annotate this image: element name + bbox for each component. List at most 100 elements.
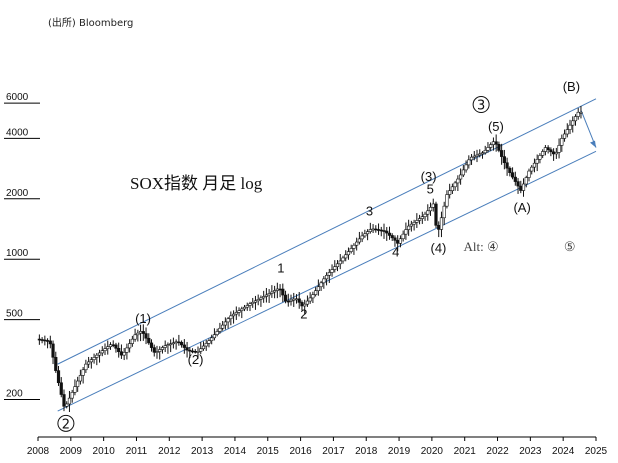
price-bar-body: [273, 290, 277, 293]
price-bar-body: [483, 149, 487, 154]
price-bar-body: [464, 164, 468, 171]
price-bar-body: [297, 298, 301, 303]
axes: 2008 2009 2010 2011 2012 2013 2014 2015 2016 2017…: [4, 92, 608, 457]
circled-wave-marker: [57, 414, 75, 432]
price-bar-body: [363, 233, 367, 237]
price-bar-body: [565, 129, 569, 135]
price-bar-body: [407, 225, 411, 230]
price-bar-body: [240, 308, 244, 311]
price-bar-body: [43, 339, 47, 342]
price-bar-body: [106, 346, 110, 350]
price-bar-body: [486, 147, 490, 151]
price-bar-body: [292, 298, 296, 301]
x-tick-label: 2022: [486, 446, 509, 457]
x-tick-label: 2017: [322, 446, 345, 457]
price-bar-body: [138, 331, 143, 334]
y-tick-label: 500: [6, 309, 23, 320]
x-tick-label: 2018: [355, 446, 378, 457]
y-tick-label: 200: [6, 388, 23, 399]
price-bar-body: [133, 334, 137, 340]
price-bar-body: [171, 342, 175, 345]
price-bar-body: [412, 222, 416, 225]
price-bar-body: [300, 302, 304, 307]
price-bar-body: [524, 177, 528, 185]
price-bar-body: [229, 315, 233, 320]
x-tick-label: 2008: [27, 446, 50, 457]
wave-label: (2): [188, 352, 204, 367]
price-bar-body: [152, 347, 156, 353]
x-tick-label: 2011: [126, 446, 148, 457]
price-bar-body: [182, 344, 186, 348]
price-bar-body: [54, 356, 58, 371]
price-bar-body: [428, 207, 433, 212]
x-tick-label: 2020: [421, 446, 444, 457]
wave-label: 3: [366, 204, 373, 219]
wave-label: 2: [300, 307, 307, 322]
price-bar-body: [119, 351, 124, 356]
price-bar-body: [259, 297, 263, 300]
price-bar-body: [242, 306, 247, 310]
price-bar-body: [95, 354, 99, 358]
price-bar-body: [97, 352, 102, 356]
price-bar-body: [478, 153, 482, 156]
x-tick-label: 2021: [454, 446, 477, 457]
price-bar-body: [45, 340, 50, 342]
price-bar-body: [335, 263, 340, 268]
price-bar-body: [89, 359, 93, 363]
x-tick-label: 2025: [585, 446, 608, 457]
price-bar-body: [352, 244, 356, 249]
wave-label: ⑤: [564, 239, 576, 254]
price-bar-body: [62, 394, 66, 407]
price-bar-body: [448, 190, 452, 195]
price-bar-body: [538, 155, 542, 160]
price-bar-body: [267, 293, 271, 296]
x-tick-label: 2010: [93, 446, 116, 457]
price-bar-body: [426, 210, 430, 215]
projection-arrowhead: [590, 140, 596, 148]
price-bar-body: [500, 150, 504, 157]
price-bar-body: [459, 174, 463, 180]
price-bar-body: [491, 141, 496, 145]
price-bar-body: [376, 229, 381, 231]
x-tick-label: 2014: [224, 446, 247, 457]
price-bar-body: [204, 343, 208, 347]
price-bar-body: [355, 241, 359, 246]
price-bar-body: [196, 351, 200, 353]
price-bar-body: [100, 350, 104, 354]
price-bar-body: [201, 345, 206, 350]
source-label: (出所) Bloomberg: [48, 16, 133, 29]
price-bar-body: [48, 340, 52, 345]
price-bar-body: [130, 338, 134, 344]
price-bar-body: [149, 342, 154, 348]
price-bar-body: [573, 116, 578, 122]
price-bar-body: [552, 151, 556, 155]
price-bar-body: [434, 203, 438, 226]
price-bar-body: [111, 344, 115, 347]
price-bar-body: [180, 342, 184, 346]
price-bar-body: [218, 327, 222, 332]
price-bar-body: [223, 321, 227, 326]
price-bar-body: [141, 331, 145, 334]
wave-label: (1): [135, 311, 151, 326]
price-bar-body: [73, 386, 77, 393]
price-bar-body: [294, 298, 299, 301]
price-bar-body: [275, 288, 279, 291]
price-bar-body: [166, 344, 170, 347]
price-bar-body: [56, 370, 61, 384]
price-bar-body: [81, 369, 85, 376]
price-bar-body: [303, 303, 307, 307]
price-bar-body: [311, 294, 315, 299]
price-bar-body: [76, 380, 80, 387]
price-bar-body: [270, 291, 274, 294]
price-bar-body: [128, 343, 132, 349]
price-bar-body: [338, 260, 342, 265]
price-bar-body: [341, 257, 345, 262]
price-bar-body: [396, 240, 400, 244]
price-bar-body: [262, 296, 266, 299]
wave-label: (4): [431, 241, 447, 256]
price-bar-body: [366, 231, 370, 235]
price-bar-body: [516, 181, 520, 187]
price-bar-body: [439, 217, 444, 230]
circled-wave-marker: [472, 96, 490, 114]
chart-title: SOX指数 月足 log: [130, 174, 263, 193]
